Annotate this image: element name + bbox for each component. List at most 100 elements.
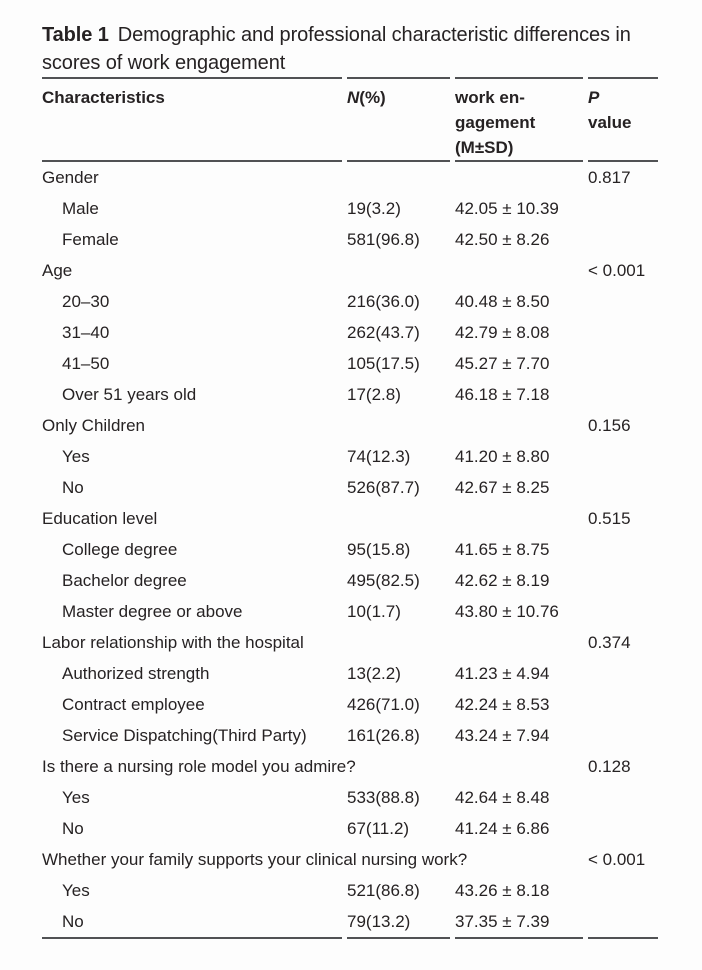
cell-engagement-msd: 43.24 ± 7.94 <box>455 726 550 745</box>
cell-p-value <box>588 782 658 813</box>
table-row: Yes 521(86.8) 43.26 ± 8.18 <box>42 875 658 906</box>
cell-n-percent: 426(71.0) <box>347 695 420 714</box>
cell-engagement-msd: 46.18 ± 7.18 <box>455 385 550 404</box>
cell-p-value: 0.515 <box>588 509 631 528</box>
cell-characteristic: Master degree or above <box>62 602 243 621</box>
table-row: Contract employee 426(71.0) 42.24 ± 8.53 <box>42 689 658 720</box>
table-body: Gender 0.817 Male 19(3.2) 42.05 ± 10.39 Femal… <box>42 162 658 939</box>
table-row: Only Children 0.156 <box>42 410 658 441</box>
cell-p-value: 0.156 <box>588 416 631 435</box>
table-row: Female 581(96.8) 42.50 ± 8.26 <box>42 224 658 255</box>
cell-n-percent: 67(11.2) <box>347 819 410 838</box>
cell-engagement-msd <box>455 162 583 193</box>
cell-n-percent: 79(13.2) <box>347 906 450 939</box>
cell-n-percent <box>347 627 450 658</box>
table-row: No 79(13.2) 37.35 ± 7.39 <box>42 906 658 939</box>
cell-p-value <box>588 596 658 627</box>
cell-n-percent <box>347 503 450 534</box>
cell-p-value <box>588 689 658 720</box>
table-row: Authorized strength 13(2.2) 41.23 ± 4.94 <box>42 658 658 689</box>
cell-characteristic: Yes <box>62 881 90 900</box>
cell-p-value <box>588 193 658 224</box>
cell-engagement-msd: 42.24 ± 8.53 <box>455 695 550 714</box>
table-title: Table 1 Demographic and professional char… <box>42 21 637 77</box>
cell-p-value <box>588 813 658 844</box>
cell-engagement-msd: 45.27 ± 7.70 <box>455 354 550 373</box>
table-row: Yes 533(88.8) 42.64 ± 8.48 <box>42 782 658 813</box>
table-row: 20–30 216(36.0) 40.48 ± 8.50 <box>42 286 658 317</box>
cell-characteristic: Whether your family supports your clinic… <box>42 850 468 869</box>
cell-n-percent: 262(43.7) <box>347 323 420 342</box>
cell-engagement-msd: 43.80 ± 10.76 <box>455 602 559 621</box>
cell-characteristic: Yes <box>62 447 90 466</box>
cell-n-percent: 216(36.0) <box>347 292 420 311</box>
cell-n-percent: 581(96.8) <box>347 230 420 249</box>
col-header-p-value: P value <box>588 77 658 162</box>
cell-p-value: < 0.001 <box>588 261 646 280</box>
cell-p-value <box>588 317 658 348</box>
cell-p-value: 0.374 <box>588 633 631 652</box>
table-row: Is there a nursing role model you admire… <box>42 751 658 782</box>
table-row: Bachelor degree 495(82.5) 42.62 ± 8.19 <box>42 565 658 596</box>
cell-n-percent: 10(1.7) <box>347 602 401 621</box>
table-row: Labor relationship with the hospital 0.37… <box>42 627 658 658</box>
col-header-work-engagement: work en- gagement (M±SD) <box>455 77 583 162</box>
cell-characteristic: Service Dispatching(Third Party) <box>62 726 307 745</box>
cell-engagement-msd: 41.20 ± 8.80 <box>455 447 550 466</box>
cell-characteristic: Is there a nursing role model you admire… <box>42 757 356 776</box>
cell-engagement-msd: 42.79 ± 8.08 <box>455 323 550 342</box>
table-row: Age < 0.001 <box>42 255 658 286</box>
cell-characteristic: Over 51 years old <box>62 385 197 404</box>
cell-engagement-msd: 43.26 ± 8.18 <box>455 881 550 900</box>
cell-n-percent <box>347 255 450 286</box>
cell-characteristic: Bachelor degree <box>62 571 187 590</box>
cell-engagement-msd: 42.50 ± 8.26 <box>455 230 550 249</box>
cell-n-percent: 521(86.8) <box>347 881 420 900</box>
cell-characteristic: No <box>62 819 84 838</box>
cell-p-value <box>588 565 658 596</box>
cell-characteristic: Male <box>62 199 99 218</box>
col-header-n-percent: N(%) <box>347 77 450 162</box>
cell-engagement-msd <box>455 751 583 782</box>
cell-p-value <box>588 534 658 565</box>
cell-characteristic: No <box>62 478 84 497</box>
cell-characteristic: Education level <box>42 509 158 528</box>
cell-n-percent: 19(3.2) <box>347 199 401 218</box>
cell-n-percent <box>347 410 450 441</box>
table-row: Gender 0.817 <box>42 162 658 193</box>
table-row: Whether your family supports your clinic… <box>42 844 658 875</box>
cell-p-value <box>588 348 658 379</box>
p-symbol: P <box>588 88 600 107</box>
cell-engagement-msd <box>455 503 583 534</box>
cell-engagement-msd: 42.62 ± 8.19 <box>455 571 550 590</box>
table-row: No 526(87.7) 42.67 ± 8.25 <box>42 472 658 503</box>
cell-engagement-msd: 42.64 ± 8.48 <box>455 788 550 807</box>
table-row: Education level 0.515 <box>42 503 658 534</box>
cell-characteristic: College degree <box>62 540 178 559</box>
cell-characteristic: 20–30 <box>62 292 110 311</box>
cell-engagement-msd <box>455 627 583 658</box>
header-row: Characteristics N(%) work en- gagement (… <box>42 77 658 162</box>
cell-n-percent: 74(12.3) <box>347 447 411 466</box>
cell-p-value <box>588 720 658 751</box>
cell-p-value <box>588 875 658 906</box>
cell-engagement-msd: 41.65 ± 8.75 <box>455 540 550 559</box>
cell-engagement-msd: 41.23 ± 4.94 <box>455 664 550 683</box>
table-row: Over 51 years old 17(2.8) 46.18 ± 7.18 <box>42 379 658 410</box>
cell-n-percent: 17(2.8) <box>347 385 401 404</box>
cell-p-value <box>588 441 658 472</box>
n-symbol: N <box>347 88 360 107</box>
cell-engagement-msd <box>455 255 583 286</box>
cell-p-value: 0.128 <box>588 757 631 776</box>
cell-n-percent: 526(87.7) <box>347 478 420 497</box>
cell-characteristic: Only Children <box>42 416 145 435</box>
cell-p-value <box>588 472 658 503</box>
cell-characteristic: Contract employee <box>62 695 205 714</box>
table-row: 31–40 262(43.7) 42.79 ± 8.08 <box>42 317 658 348</box>
table-caption: Demographic and professional characteris… <box>42 24 631 74</box>
table-row: No 67(11.2) 41.24 ± 6.86 <box>42 813 658 844</box>
cell-n-percent: 95(15.8) <box>347 540 411 559</box>
cell-n-percent: 533(88.8) <box>347 788 420 807</box>
cell-n-percent: 161(26.8) <box>347 726 420 745</box>
cell-p-value <box>588 658 658 689</box>
